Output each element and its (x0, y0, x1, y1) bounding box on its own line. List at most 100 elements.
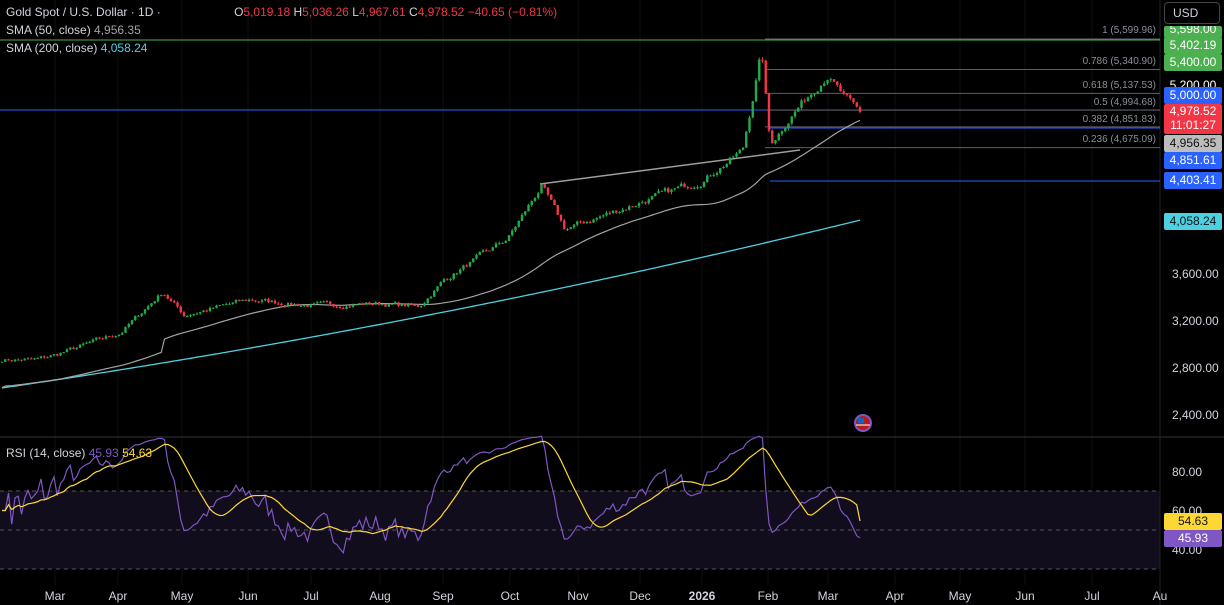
candle-body (504, 241, 507, 243)
candle-body (852, 98, 855, 103)
candle-body (615, 210, 618, 213)
label-4403: 4,403.41 (1164, 172, 1222, 189)
candle-body (673, 188, 676, 190)
candle-body (524, 211, 527, 215)
sma200-legend[interactable]: SMA (200, close) 4,058.24 (6, 41, 147, 55)
candle-body (520, 214, 524, 221)
symbol-legend[interactable]: Gold Spot / U.S. Dollar · 1D · O5,019.18… (6, 5, 557, 19)
candle-body (267, 299, 270, 303)
candle-body (260, 300, 264, 302)
label-5000: 5,000.00 (1164, 87, 1222, 104)
candle-body (329, 301, 332, 304)
candle-body (693, 187, 696, 189)
candle-body (394, 302, 397, 304)
candle-body (390, 303, 394, 305)
candle-body (676, 186, 680, 189)
candle-body (485, 250, 488, 252)
time-tick: Nov (567, 589, 589, 603)
candle-body (793, 111, 797, 117)
candle-body (23, 359, 26, 361)
candle-body (306, 305, 309, 308)
high-label: H (293, 5, 303, 19)
candle-body (228, 303, 231, 305)
candle-body (507, 235, 511, 242)
candle-body (345, 306, 348, 309)
candle-body (65, 349, 69, 353)
candle-body (176, 302, 179, 307)
candle-body (17, 359, 20, 361)
candle-body (637, 203, 641, 207)
candle-body (478, 251, 481, 255)
candle-body (7, 359, 10, 361)
candle-body (290, 303, 293, 305)
candle-body (569, 227, 572, 230)
candle-body (179, 306, 182, 313)
candle-body (780, 131, 784, 134)
candle-body (774, 140, 777, 144)
rsi-ma-value: 54.63 (122, 446, 153, 460)
candle-body (143, 309, 147, 314)
candle-body (761, 59, 764, 61)
candle-body (20, 359, 23, 361)
candle-body (595, 218, 598, 220)
open-label: O (234, 5, 244, 19)
candle-body (416, 304, 420, 307)
currency-button[interactable]: USD (1164, 2, 1220, 24)
candle-body (381, 304, 384, 306)
candle-body (299, 305, 303, 307)
candle-body (364, 302, 368, 305)
label-5598: 5,598.00 (1164, 26, 1222, 38)
candle-body (790, 116, 793, 124)
candle-body (501, 242, 504, 244)
candle-body (52, 354, 56, 356)
candle-body (137, 315, 140, 317)
candle-body (849, 95, 852, 99)
candle-body (231, 302, 234, 304)
candle-body (348, 306, 351, 308)
sma200-label: SMA (200, close) (6, 41, 98, 55)
candle-body (654, 193, 657, 197)
candle-body (351, 304, 355, 307)
candle-body (813, 93, 816, 95)
candle-body (72, 347, 75, 349)
price-tick: 3,600.00 (1172, 267, 1219, 281)
fib-retracement[interactable] (765, 38, 1160, 149)
candle-body (293, 304, 296, 306)
candle-body (251, 299, 254, 301)
candle-body (823, 83, 826, 86)
candle-body (527, 204, 530, 212)
candle-body (361, 303, 364, 305)
candle-body (296, 304, 299, 307)
candle-body (358, 303, 361, 305)
candle-body (491, 247, 494, 251)
candle-body (719, 168, 722, 174)
candle-body (254, 300, 257, 302)
candle-body (667, 188, 670, 193)
candle-body (628, 206, 631, 210)
sma50-legend[interactable]: SMA (50, close) 4,956.35 (6, 23, 141, 37)
candle-body (104, 336, 108, 339)
candle-body (611, 210, 615, 214)
low-value: 4,967.61 (358, 5, 406, 19)
trendline[interactable] (539, 149, 801, 185)
fib-label-0786: 0.786 (5,340.90) (1082, 56, 1156, 67)
candle-body (413, 304, 416, 306)
bar-countdown: 11:01:27 (1170, 118, 1216, 132)
rsi-label: RSI (14, close) (6, 446, 86, 460)
candle-body (407, 304, 410, 307)
rsi-legend[interactable]: RSI (14, close) 45.93 54.63 (6, 446, 152, 460)
us-flag-event-icon[interactable] (854, 414, 872, 432)
time-tick: Apr (885, 589, 905, 603)
time-tick: 2026 (688, 589, 716, 603)
time-tick: May (948, 589, 972, 603)
rsi-tick: 80.00 (1172, 465, 1203, 479)
candle-body (826, 80, 829, 84)
candle-body (563, 220, 566, 230)
candle-body (634, 206, 637, 208)
label-5400: 5,400.00 (1164, 54, 1222, 71)
candle-body (663, 188, 667, 191)
label-sma200: 4,058.24 (1164, 213, 1222, 230)
candle-body (10, 360, 13, 362)
sma200-value: 4,058.24 (100, 41, 148, 55)
